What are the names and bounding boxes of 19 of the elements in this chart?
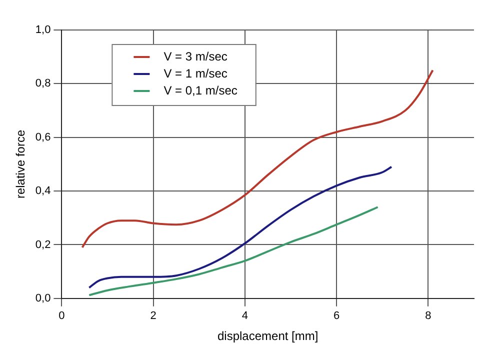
y-tick-label: 1,0 [35, 24, 51, 36]
legend-label: V = 3 m/sec [164, 49, 228, 64]
y-tick-label: 0,0 [35, 292, 51, 304]
y-axis-title: relative force [14, 130, 28, 199]
x-axis-title: displacement [mm] [217, 329, 318, 344]
y-tick-label: 0,6 [35, 131, 51, 144]
x-tick-label: 8 [425, 310, 432, 322]
y-tick-label: 0,4 [35, 185, 51, 198]
y-tick-label: 0,2 [35, 238, 51, 251]
x-tick-label: 2 [150, 310, 156, 322]
line-series [88, 166, 393, 289]
legend-label: V = 1 m/sec [164, 66, 228, 80]
y-tick-label: 0,8 [35, 78, 51, 90]
line-series [88, 206, 379, 296]
x-tick-label: 6 [334, 310, 340, 322]
legend-label: V = 0,1 m/sec [164, 83, 238, 98]
x-tick-label: 0 [58, 310, 65, 322]
line-series [81, 69, 434, 248]
x-tick-label: 4 [242, 310, 248, 322]
